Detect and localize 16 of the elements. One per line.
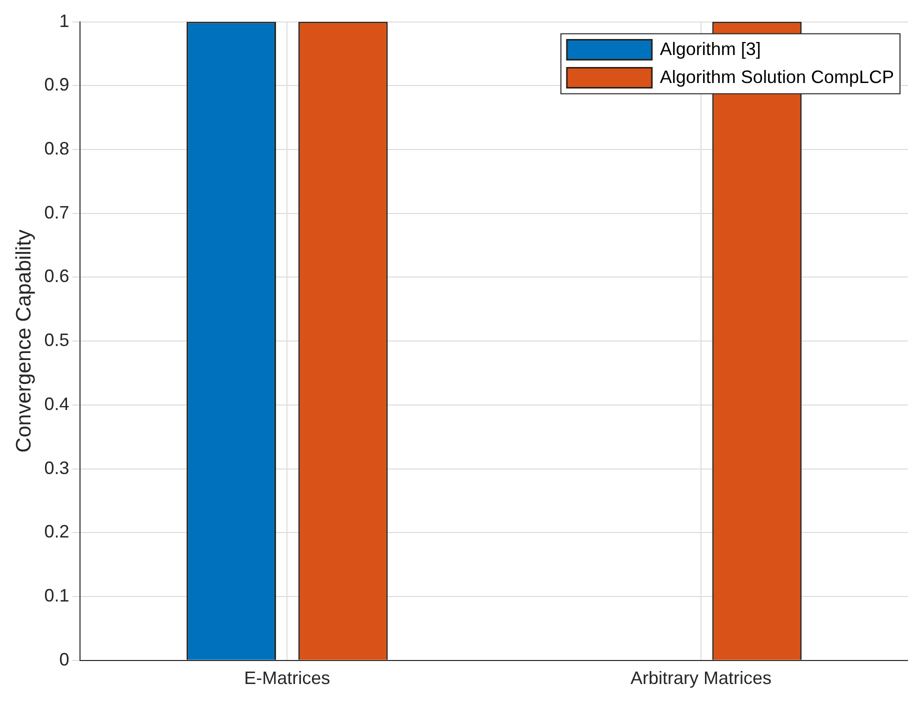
y-tick-label: 0.5 bbox=[44, 330, 70, 350]
x-tick-label: E-Matrices bbox=[244, 668, 330, 688]
y-tick-label: 1 bbox=[59, 10, 70, 31]
y-axis-title: Convergence Capability bbox=[12, 229, 36, 453]
y-tick-label: 0 bbox=[59, 649, 70, 670]
y-tick-label: 0.4 bbox=[44, 394, 70, 414]
y-tick-label: 0.1 bbox=[44, 586, 70, 606]
legend-label: Algorithm [3] bbox=[660, 38, 761, 59]
y-tick-label: 0.8 bbox=[44, 138, 70, 158]
y-tick-label: 0.9 bbox=[44, 74, 70, 95]
y-tick-label: 0.6 bbox=[44, 266, 70, 286]
y-tick-label: 0.7 bbox=[44, 202, 70, 222]
y-tick-label: 0.2 bbox=[44, 522, 70, 542]
y-tick-label: 0.3 bbox=[44, 458, 70, 478]
x-tick-label: Arbitrary Matrices bbox=[630, 668, 772, 688]
legend-label: Algorithm Solution CompLCP bbox=[660, 66, 894, 87]
